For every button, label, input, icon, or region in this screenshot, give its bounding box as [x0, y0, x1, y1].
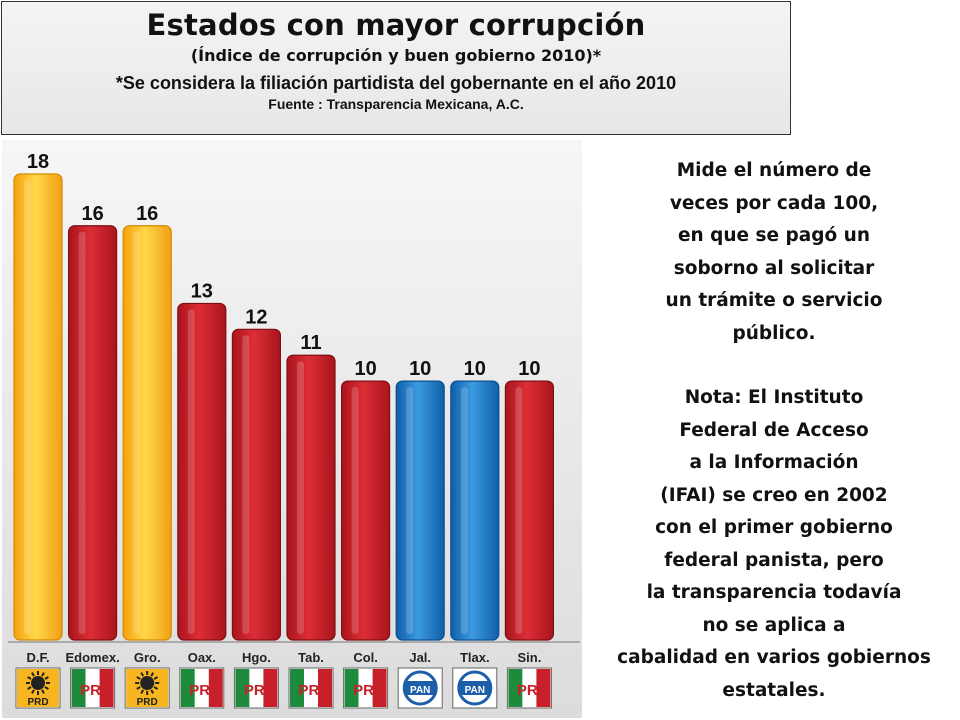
data-label: 10 [464, 358, 486, 380]
note-line: la transparencia todavía [646, 582, 902, 603]
explanatory-text: Mide el número de veces por cada 100, en q… [596, 155, 952, 707]
data-label: 10 [409, 358, 431, 380]
bar-edomex [67, 225, 118, 641]
description-line: un trámite o servicio [665, 290, 883, 311]
svg-text:PRI: PRI [517, 682, 542, 699]
note-line: no se aplica a [702, 614, 846, 636]
bar-highlight [515, 387, 523, 634]
category-label: Hgo. [242, 650, 271, 665]
index-description: Mide el número de veces por cada 100, en q… [596, 155, 952, 350]
title-box: Estados con mayor corrupción (Índice de … [1, 1, 791, 135]
category-label: Jal. [409, 650, 431, 665]
pri-tricolor-icon: PRI [288, 667, 334, 709]
pri-tricolor-icon: PRI [179, 667, 225, 709]
data-label: 16 [81, 203, 103, 225]
note-line: (IFAI) se creo en 2002 [660, 484, 888, 506]
note-line: a la Información [689, 452, 859, 473]
bar-highlight [297, 361, 304, 634]
data-label: 13 [191, 280, 213, 302]
bar-chart-panel: 18 D.F. 16 Edomex. 16 Gro. 13 Oax. 12 Hgo. 11 Tab. 1… [2, 140, 582, 718]
bar-highlight [187, 309, 195, 634]
description-line: en que se pagó un [677, 225, 871, 246]
category-label: Col. [353, 650, 378, 665]
data-label: 16 [136, 203, 158, 225]
bar-tlax [450, 380, 500, 641]
pan-circle-icon: PAN [397, 667, 443, 709]
svg-text:PRI: PRI [298, 682, 323, 699]
ifai-note: Nota: El Instituto Federal de Acceso a la … [596, 382, 952, 707]
bar-df [13, 173, 63, 641]
svg-text:PRI: PRI [189, 682, 214, 699]
note-line: estatales. [722, 679, 826, 701]
svg-text:PAN: PAN [410, 685, 430, 696]
data-label: 10 [354, 358, 376, 380]
description-line: soborno al solicitar [673, 257, 875, 279]
chart-title: Estados con mayor corrupción [146, 8, 646, 42]
data-label: 12 [245, 306, 267, 328]
pan-circle-icon: PAN [452, 667, 498, 709]
category-label: Tlax. [460, 650, 490, 665]
note-line: Nota: El Instituto [684, 387, 864, 408]
chart-subtitle: (Índice de corrupción y buen gobierno 20… [190, 46, 602, 65]
bar-jal [395, 380, 445, 641]
note-line: con el primer gobierno [655, 517, 893, 538]
bar-chart: 18 D.F. 16 Edomex. 16 Gro. 13 Oax. 12 Hgo. 11 Tab. 1… [2, 140, 582, 718]
bar-hgo [231, 328, 281, 641]
category-label: Sin. [517, 650, 541, 665]
category-label: Oax. [188, 650, 216, 665]
footnote: *Se considera la filiación partidista de… [115, 73, 677, 93]
pri-tricolor-icon: PRI [233, 667, 279, 709]
category-label: Gro. [134, 650, 161, 665]
bar-highlight [78, 231, 86, 634]
svg-text:PRD: PRD [27, 697, 48, 708]
bar-highlight [133, 231, 141, 634]
description-line: veces por cada 100, [669, 192, 879, 214]
bar-gro [122, 225, 172, 641]
bar-sin [504, 380, 554, 641]
bar-oax [177, 302, 227, 641]
note-line: cabalidad en varios gobiernos [617, 647, 931, 668]
note-line: Federal de Acceso [679, 419, 869, 441]
bar-highlight [24, 180, 31, 634]
bar-highlight [242, 335, 250, 634]
svg-text:PRI: PRI [353, 682, 378, 699]
prd-sun-icon: PRD [124, 667, 170, 709]
svg-text:PRI: PRI [244, 682, 269, 699]
pri-tricolor-icon: PRI [506, 667, 552, 709]
pri-tricolor-icon: PRI [70, 667, 116, 709]
category-label: Edomex. [66, 650, 120, 665]
bar-col [341, 380, 391, 641]
bar-highlight [460, 387, 468, 634]
category-label: Tab. [298, 650, 324, 665]
svg-text:PAN: PAN [465, 685, 485, 696]
svg-text:PRI: PRI [80, 682, 105, 699]
source-credit: Fuente : Transparencia Mexicana, A.C. [268, 96, 524, 112]
bar-highlight [351, 387, 359, 634]
bar-tab [286, 354, 336, 641]
description-line: público. [732, 322, 816, 344]
data-label: 18 [27, 151, 49, 173]
bar-highlight [406, 387, 414, 634]
data-label: 11 [300, 332, 321, 354]
data-label: 10 [518, 358, 540, 380]
svg-text:PRD: PRD [137, 697, 158, 708]
description-line: Mide el número de [676, 160, 872, 181]
category-label: D.F. [26, 650, 49, 665]
prd-sun-icon: PRD [15, 667, 61, 709]
note-line: federal panista, pero [664, 549, 884, 571]
pri-tricolor-icon: PRI [343, 667, 389, 709]
